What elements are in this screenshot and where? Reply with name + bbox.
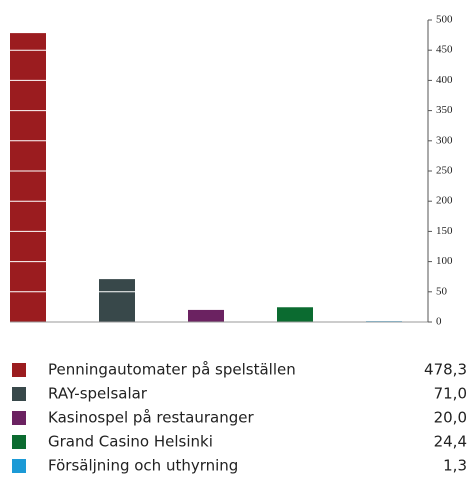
y-tick-label: 0 xyxy=(436,316,442,328)
legend-swatch xyxy=(12,387,26,401)
y-tick-label: 400 xyxy=(436,74,453,86)
legend-swatch xyxy=(12,459,26,473)
value-label: 1,3 xyxy=(443,457,467,475)
legend-label: Kasinospel på restauranger xyxy=(48,409,254,427)
y-tick-label: 500 xyxy=(436,14,453,26)
y-tick-label: 200 xyxy=(436,195,453,207)
legend-label: Penningautomater på spelställen xyxy=(48,361,296,379)
legend-label: Försäljning och uthyrning xyxy=(48,457,238,475)
y-tick-label: 300 xyxy=(436,134,453,146)
bar xyxy=(10,33,46,322)
value-label: 20,0 xyxy=(434,409,467,427)
y-tick-label: 350 xyxy=(436,104,453,116)
legend-swatch xyxy=(12,363,26,377)
bar xyxy=(99,279,135,322)
legend-swatch xyxy=(12,411,26,425)
y-tick-label: 250 xyxy=(436,165,453,177)
bar xyxy=(277,307,313,322)
bar xyxy=(188,309,224,322)
value-label: 71,0 xyxy=(434,385,467,403)
legend-label: Grand Casino Helsinki xyxy=(48,433,213,451)
y-tick-label: 50 xyxy=(436,285,448,297)
legend-swatch xyxy=(12,435,26,449)
value-label: 478,3 xyxy=(424,361,467,379)
legend-label: RAY-spelsalar xyxy=(48,385,148,403)
value-label: 24,4 xyxy=(434,433,467,451)
y-tick-label: 100 xyxy=(436,255,453,267)
y-tick-label: 450 xyxy=(436,44,453,56)
y-tick-label: 150 xyxy=(436,225,453,237)
